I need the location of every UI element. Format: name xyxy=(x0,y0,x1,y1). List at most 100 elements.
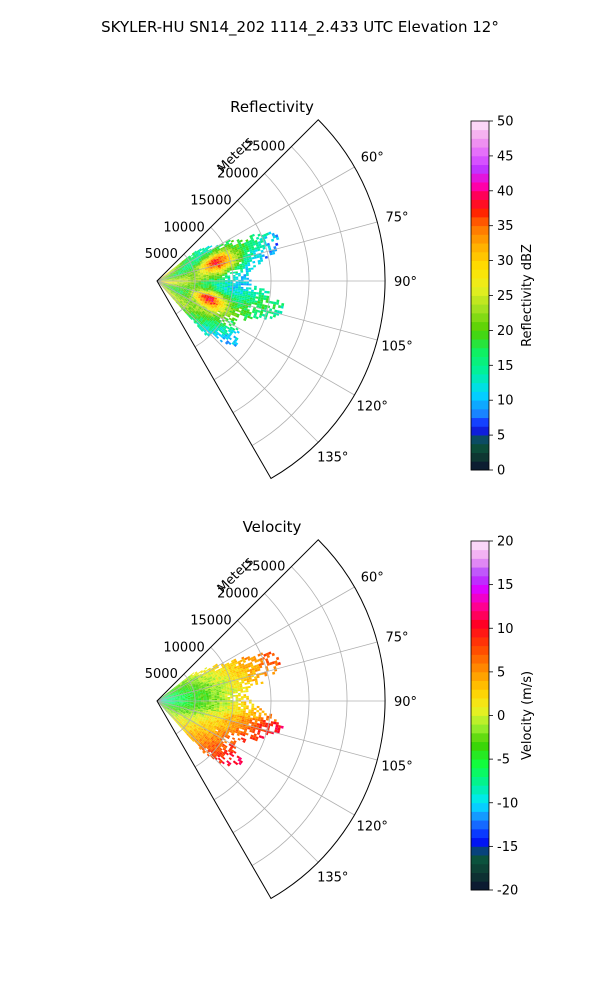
range-gate xyxy=(239,312,243,316)
range-gate xyxy=(187,278,191,280)
range-gate xyxy=(185,269,189,272)
range-gate xyxy=(225,752,229,756)
range-gate xyxy=(185,688,189,691)
range-gate xyxy=(218,689,222,691)
range-gate xyxy=(226,304,230,307)
range-gate xyxy=(240,288,244,291)
range-gate xyxy=(251,310,256,314)
range-gate xyxy=(205,708,209,711)
range-gate xyxy=(219,312,223,316)
range-gate xyxy=(210,687,213,689)
range-gate xyxy=(238,242,242,246)
range-gate xyxy=(207,712,211,714)
range-gate xyxy=(196,317,200,321)
range-gate xyxy=(171,697,175,699)
range-gate xyxy=(246,308,250,312)
range-gate xyxy=(238,664,243,667)
range-gate xyxy=(163,702,167,703)
range-gate xyxy=(174,290,178,292)
range-gate xyxy=(162,705,165,708)
range-gate xyxy=(195,714,199,717)
range-gate xyxy=(190,308,194,312)
range-gate xyxy=(253,676,258,679)
range-gate xyxy=(195,265,199,268)
range-gate xyxy=(216,719,220,722)
range-gate xyxy=(266,715,270,719)
range-gate xyxy=(200,737,203,741)
range-gate xyxy=(179,263,183,266)
range-gate xyxy=(187,699,191,701)
range-gate xyxy=(256,675,260,679)
range-gate xyxy=(172,288,176,291)
range-gate xyxy=(183,708,187,711)
range-gate xyxy=(195,315,199,318)
range-gate xyxy=(211,736,215,740)
range-gate xyxy=(218,250,222,253)
range-gate xyxy=(201,320,205,324)
range-gate xyxy=(206,302,210,305)
range-gate xyxy=(243,318,247,322)
range-gate xyxy=(196,674,200,678)
range-gate xyxy=(176,284,180,286)
range-gate xyxy=(245,292,249,296)
range-gate xyxy=(226,302,230,305)
range-gate xyxy=(232,760,237,764)
range-gate xyxy=(222,702,225,705)
range-gate xyxy=(183,289,187,292)
range-gate xyxy=(219,282,223,285)
range-gate xyxy=(179,277,183,279)
range-gate xyxy=(188,730,192,734)
range-gate xyxy=(246,697,249,700)
range-gate xyxy=(165,276,169,278)
range-gate xyxy=(212,742,217,746)
range-gate xyxy=(202,689,206,691)
range-gate xyxy=(208,305,212,309)
range-gate xyxy=(228,752,233,756)
range-gate xyxy=(184,275,188,277)
range-gate xyxy=(186,270,189,272)
range-gate xyxy=(177,281,180,283)
range-gate xyxy=(252,672,257,675)
range-gate xyxy=(211,697,215,700)
range-gate xyxy=(232,321,236,325)
range-gate xyxy=(270,723,274,727)
range-gate xyxy=(160,698,164,700)
range-gate xyxy=(198,282,202,284)
range-gate xyxy=(177,698,180,700)
range-gate xyxy=(174,715,177,718)
range-gate xyxy=(243,310,247,313)
range-gate xyxy=(200,724,203,727)
range-gate xyxy=(160,277,163,279)
range-gate xyxy=(198,726,202,730)
range-gate xyxy=(177,690,181,693)
range-gate xyxy=(168,695,172,698)
range-gate xyxy=(208,682,212,685)
range-gate xyxy=(260,310,264,314)
range-gate xyxy=(172,297,175,300)
range-gate xyxy=(184,277,188,279)
range-gate xyxy=(233,308,237,311)
range-gate xyxy=(198,319,202,323)
range-gate xyxy=(219,271,222,274)
range-gate xyxy=(229,267,233,270)
colorbar-segment xyxy=(471,417,489,427)
range-gate xyxy=(174,702,178,704)
range-gate xyxy=(247,664,251,668)
range-gate xyxy=(213,718,217,721)
range-gate xyxy=(199,318,203,322)
range-gate xyxy=(193,719,197,722)
range-gate xyxy=(226,258,230,261)
range-gate xyxy=(179,704,183,705)
range-gate xyxy=(164,694,168,696)
range-gate xyxy=(239,760,244,764)
range-gate xyxy=(192,296,196,299)
range-gate xyxy=(222,284,225,286)
range-gate xyxy=(260,660,264,664)
range-gate xyxy=(165,275,168,277)
range-gate xyxy=(206,715,210,718)
range-gate xyxy=(211,725,215,729)
range-gate xyxy=(177,702,180,704)
range-gate xyxy=(231,329,235,333)
range-gate xyxy=(221,719,225,722)
range-gate xyxy=(224,709,228,712)
